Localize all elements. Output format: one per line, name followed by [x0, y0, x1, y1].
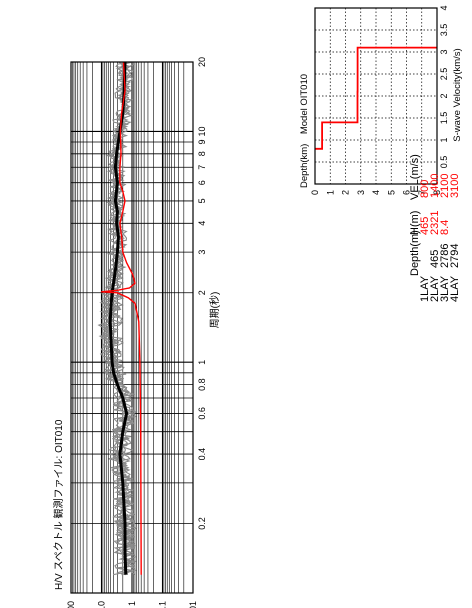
model-velocity-tick-label: 2.5	[439, 68, 449, 81]
model-depth-tick-label: 7	[417, 190, 427, 195]
hv-x-tick-label: 0.4	[197, 448, 207, 461]
model-velocity-tick-label: 3.5	[439, 24, 449, 37]
layer-table: Depth(m) H(m) VEL(m/s) 1LAY 2LAY 3LAY 4L…	[409, 154, 461, 302]
model-velocity-tick-label: 4	[439, 5, 449, 10]
table-row-name: 3LAY	[439, 275, 451, 302]
hv-y-tick-label: 100	[66, 601, 76, 608]
table-cell-vel: 2100	[439, 174, 451, 198]
hv-x-tick-label: 8	[197, 151, 207, 156]
hv-chart-title: H/V スペクトル 観測ファイル: OIT010	[52, 419, 65, 590]
table-row-name: 1LAY	[419, 275, 431, 302]
hv-spectrum-chart: 0.010.1110100 0.20.40.60.81234567891020 …	[52, 57, 221, 608]
hv-x-tick-label: 10	[197, 126, 207, 136]
hv-mean-line	[108, 61, 129, 575]
hv-x-tick-label: 2	[197, 290, 207, 295]
hv-x-tick-label: 5	[197, 198, 207, 203]
table-cell-h: 8.4	[439, 220, 451, 235]
model-depth-tick-label: 0	[310, 190, 320, 195]
model-velocity-tick-labels: 0.5 1 1.5 2 2.5 3 3.5 4	[439, 5, 449, 168]
model-depth-tick-label: 3	[356, 190, 366, 195]
hv-y-tick-labels: 0.01 0.1 1 10 100	[66, 601, 198, 608]
hv-x-tick-label: 4	[197, 221, 207, 226]
hv-y-tick-label: 10	[97, 601, 107, 608]
model-depth-tick-label: 6	[402, 190, 412, 195]
hv-y-tick-label: 0.1	[158, 601, 168, 608]
table-row-name: 4LAY	[449, 275, 461, 302]
model-chart-title: Depth(km) Model OIT010	[299, 74, 310, 188]
model-series	[315, 46, 437, 150]
hv-x-tick-label: 9	[197, 139, 207, 144]
model-x-axis-label: S-wave Velocity(km/s)	[452, 48, 463, 141]
table-header-depth: Depth(m)	[409, 230, 421, 276]
table-row-name: 2LAY	[429, 275, 441, 302]
model-depth-tick-label: 1	[325, 190, 335, 195]
model-depth-tick-label: 5	[386, 190, 396, 195]
hv-plot-frame	[70, 61, 194, 594]
hv-x-tick-label: 0.2	[197, 517, 207, 530]
table-cell-depth: 465	[429, 250, 441, 268]
model-velocity-tick-label: 1.5	[439, 112, 449, 125]
table-cell-vel: 800	[419, 180, 431, 198]
hv-x-tick-label: 0.8	[197, 378, 207, 391]
hv-x-tick-label: 7	[197, 165, 207, 170]
hv-y-tick-label: 0.01	[188, 601, 198, 608]
hv-x-tick-label: 6	[197, 180, 207, 185]
table-cell-vel: 3100	[449, 174, 461, 198]
model-depth-tick-label: 4	[371, 190, 381, 195]
hv-x-tick-label: 1	[197, 360, 207, 365]
model-velocity-tick-label: 1	[439, 137, 449, 142]
table-cell-h: 465	[419, 217, 431, 235]
hv-observed-trace	[104, 61, 138, 575]
model-grid	[315, 8, 437, 184]
model-depth-tick-label: 2	[341, 190, 351, 195]
table-header-vel: VEL(m/s)	[409, 154, 421, 200]
hv-x-tick-label: 20	[197, 57, 207, 67]
model-depth-tick-label: 8	[432, 190, 442, 195]
table-cell-depth: 2794	[449, 244, 461, 268]
model-plot-frame	[314, 7, 438, 185]
model-velocity-tick-label: 3	[439, 49, 449, 54]
table-cell-depth: 2786	[439, 244, 451, 268]
hv-x-tick-label: 0.6	[197, 407, 207, 420]
hv-series	[100, 61, 142, 575]
table-header-h: H(m)	[409, 211, 421, 235]
model-velocity-tick-label: 0.5	[439, 156, 449, 169]
hv-y-tick-label: 1	[127, 601, 137, 606]
model-velocity-profile	[315, 46, 437, 150]
table-cell-vel: 1400	[429, 174, 441, 198]
hv-x-tick-label: 3	[197, 250, 207, 255]
table-cell-h: 2321	[429, 211, 441, 235]
hv-x-tick-labels: 0.2 0.4 0.6 0.8 1 2 3 4 5 6 7 8 9 10 20	[197, 57, 207, 530]
hv-theoretical-line	[100, 61, 142, 575]
hv-x-axis-label: 周期(秒)	[208, 292, 221, 329]
model-velocity-tick-label: 2	[439, 93, 449, 98]
